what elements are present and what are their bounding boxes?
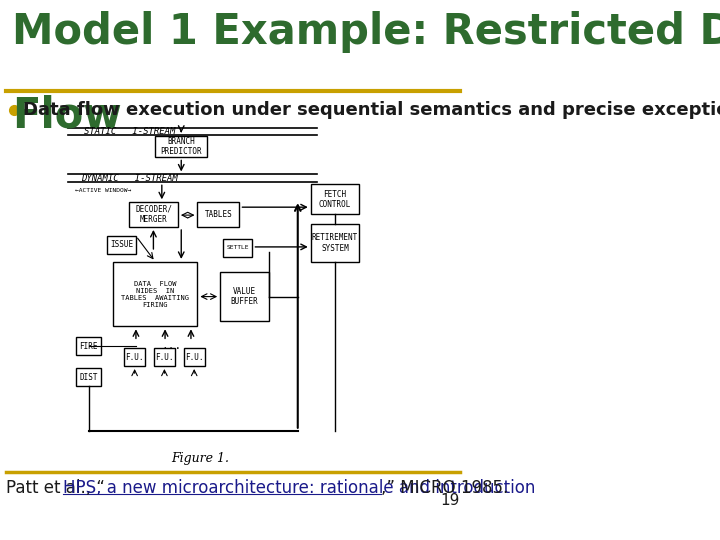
Text: ←ACTIVE WINDOW→: ←ACTIVE WINDOW→	[76, 188, 132, 193]
Text: DYNAMIC   I-STREAM: DYNAMIC I-STREAM	[81, 174, 178, 183]
Text: SETTLE: SETTLE	[227, 245, 249, 251]
Text: FIRE: FIRE	[79, 342, 98, 351]
Text: F.U.: F.U.	[125, 353, 144, 362]
FancyBboxPatch shape	[223, 239, 253, 257]
Text: DECODER/
MERGER: DECODER/ MERGER	[135, 205, 172, 224]
Text: ...: ...	[161, 341, 181, 351]
Text: ,” MICRO 1985.: ,” MICRO 1985.	[382, 480, 508, 497]
Text: TABLES: TABLES	[204, 210, 233, 219]
Text: VALUE
BUFFER: VALUE BUFFER	[230, 287, 258, 306]
Text: F.U.: F.U.	[185, 353, 204, 362]
FancyBboxPatch shape	[220, 272, 269, 321]
FancyBboxPatch shape	[130, 202, 178, 227]
Text: ISSUE: ISSUE	[110, 240, 133, 249]
FancyBboxPatch shape	[76, 338, 101, 355]
Text: Figure 1.: Figure 1.	[171, 452, 230, 465]
FancyBboxPatch shape	[125, 348, 145, 366]
FancyBboxPatch shape	[311, 224, 359, 262]
FancyBboxPatch shape	[113, 262, 197, 326]
Text: HPS, a new microarchitecture: rationale and introduction: HPS, a new microarchitecture: rationale …	[63, 480, 536, 497]
FancyBboxPatch shape	[154, 348, 175, 366]
Text: FETCH
CONTROL: FETCH CONTROL	[319, 190, 351, 209]
Text: 19: 19	[440, 493, 459, 508]
FancyBboxPatch shape	[156, 136, 207, 158]
Text: Data flow execution under sequential semantics and precise exceptions: Data flow execution under sequential sem…	[22, 101, 720, 119]
Text: DIST: DIST	[79, 373, 98, 382]
Text: Patt et al., “: Patt et al., “	[6, 480, 105, 497]
FancyBboxPatch shape	[107, 236, 136, 254]
Text: RETIREMENT
SYSTEM: RETIREMENT SYSTEM	[312, 233, 358, 253]
FancyBboxPatch shape	[311, 184, 359, 214]
Text: F.U.: F.U.	[156, 353, 174, 362]
Text: DATA  FLOW
NIDES  IN
TABLES  AWAITING
FIRING: DATA FLOW NIDES IN TABLES AWAITING FIRIN…	[122, 281, 189, 308]
Text: Flow: Flow	[12, 95, 122, 137]
FancyBboxPatch shape	[184, 348, 204, 366]
FancyBboxPatch shape	[76, 368, 101, 386]
Text: BRANCH
PREDICTOR: BRANCH PREDICTOR	[161, 137, 202, 156]
FancyBboxPatch shape	[197, 202, 240, 227]
Text: Model 1 Example: Restricted Data: Model 1 Example: Restricted Data	[12, 11, 720, 53]
Text: STATIC   I-STREAM: STATIC I-STREAM	[84, 127, 175, 136]
